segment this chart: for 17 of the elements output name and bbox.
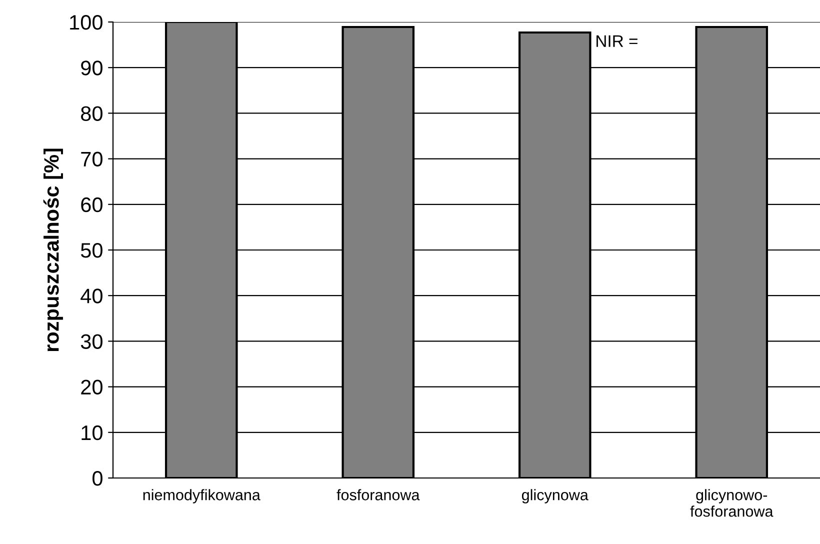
y-tick-label: 40: [80, 288, 102, 304]
y-tick-label: 30: [80, 334, 102, 349]
y-tick-label: 10: [82, 425, 102, 440]
y-tick-label: 50: [80, 243, 102, 258]
y-tick-label: 0: [92, 471, 102, 486]
x-tick-label: glicynowo- fosforanowa: [690, 489, 774, 517]
x-tick-label: fosforanowa: [336, 489, 420, 500]
y-tick-label: 80: [81, 106, 102, 121]
y-tick-label: 70: [81, 152, 102, 167]
x-tick-label: niemodyfikowana: [143, 489, 260, 504]
y-tick-label: 100: [70, 15, 102, 30]
y-axis-title: rozpuszczalnośc [%]: [43, 148, 63, 352]
y-tick-label: 90: [81, 60, 102, 76]
y-tick-label: 20: [81, 380, 102, 395]
x-tick-label: glicynowa: [522, 489, 588, 504]
y-tick-label: 60: [81, 197, 102, 212]
annotation: NIR =: [596, 35, 638, 47]
